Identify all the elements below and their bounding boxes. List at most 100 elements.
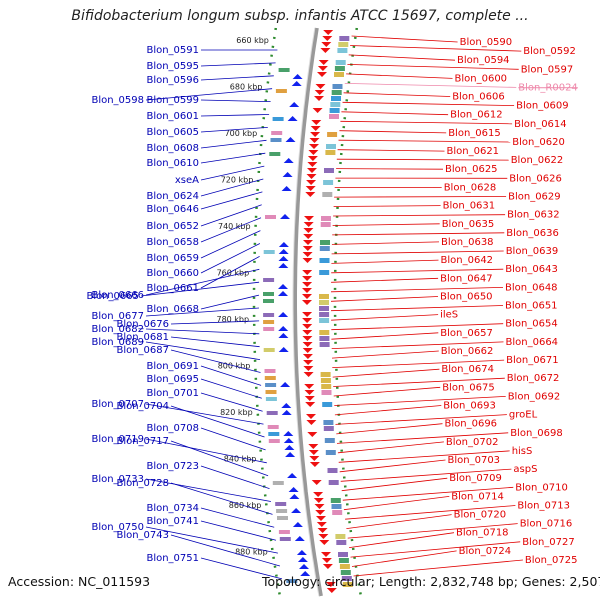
gene-label-right: Blon_0651 [505,301,558,312]
feature-block [268,439,280,443]
gene-arrow-reverse [278,256,289,261]
gene-arrow-reverse [285,137,296,142]
feature-block [341,576,352,581]
gene-arrow-forward [302,288,312,293]
gene-arrow-forward [302,318,313,323]
connector-right [333,377,505,387]
connector-right [335,414,507,425]
map-title: Bifidobacterium longum subsp. infantis A… [71,8,529,24]
connector-right [330,296,439,302]
connector-right [348,54,456,61]
gene-label-right: Blon_0626 [509,173,562,184]
connector-right [332,368,440,378]
gene-label-left: Blon_0676 [116,319,169,330]
feature-block [328,480,339,485]
feature-block [324,438,335,443]
gene-label-right: Blon_0638 [441,237,494,248]
gene-arrow-reverse [278,284,288,289]
feature-block [271,131,283,135]
feature-block [264,376,276,380]
gene-label-right: Blon_0718 [456,528,509,539]
feature-block [319,258,330,263]
connector-right [332,223,440,226]
connector-right [331,268,504,274]
connector-right [346,514,452,529]
gene-arrow-forward [322,36,333,41]
tick-label: 660 kbp [236,36,269,45]
gene-arrow-forward [310,132,321,137]
connector-right [332,232,505,236]
feature-block [332,84,343,89]
connector-left [200,392,263,412]
gene-label-right: Blon_0702 [446,437,499,448]
connector-right [340,120,513,125]
gene-label-right: Blon_0710 [515,482,568,493]
gene-label-right: Blon_0629 [508,192,561,203]
feature-block [269,152,281,156]
gene-arrow-forward [302,354,313,359]
feature-block [338,42,349,47]
gene-label-right: Blon_0709 [449,473,502,484]
connector-right [333,205,441,207]
gene-label-right: Blon_0643 [505,264,558,275]
feature-block [279,537,291,541]
feature-block [331,96,341,101]
gene-arrow-forward [302,312,313,317]
gene-label-left: Blon_0660 [146,268,199,279]
gene-label-right: Blon_0714 [451,491,504,502]
gene-label-left: Blon_0652 [146,221,199,232]
gene-arrow-reverse [282,172,293,177]
gene-arrow-forward [303,372,314,377]
gene-label-left: Blon_0608 [146,143,199,154]
feature-block [323,180,334,185]
connector-left [200,230,261,259]
feature-block [324,168,334,173]
gene-label-right: Blon_0662 [441,346,494,357]
gene-arrow-forward [308,450,319,455]
feature-block [263,327,275,331]
gene-label-right: Blon_0606 [452,92,505,103]
gene-label-right: Blon_0725 [525,555,578,566]
gene-label-left: Blon_0665 [86,291,139,302]
connector-right [351,35,458,43]
gene-label-right: Blon_0615 [448,128,501,139]
feature-block [320,240,330,245]
connector-right [347,523,518,539]
feature-block [266,411,278,415]
connector-right [331,341,504,349]
gene-arrow-forward [302,300,312,305]
connector-right [336,423,443,435]
gene-label-left: Blon_0591 [146,45,199,56]
feature-block [275,502,287,506]
gene-label-right: Blon_0620 [512,137,565,148]
gene-arrow-reverse [283,431,294,436]
gene-arrow-forward [307,168,317,173]
connector-right [331,241,440,245]
gene-label-right: Blon_0647 [440,273,493,284]
gene-arrow-reverse [287,473,298,478]
connector-right [353,559,523,577]
connector-right [331,259,439,264]
gene-arrow-forward [304,384,315,389]
gene-label-left: Blon_0691 [146,361,199,372]
gene-label-right: Blon_0672 [507,373,560,384]
feature-block [335,60,346,65]
gene-label-right: Blon_0628 [444,182,497,193]
gene-label-left: Blon_0605 [146,127,199,138]
feature-block [263,292,274,296]
gene-arrow-forward [303,222,314,227]
gene-arrow-forward [316,516,326,521]
feature-block [322,402,333,407]
topology-text: Topology: circular; Length: 2,832,748 bp… [262,574,600,589]
feature-block [325,450,336,455]
gene-arrow-forward [314,96,324,101]
gene-arrow-forward [302,324,313,329]
gene-arrow-forward [314,504,325,509]
tick-label: 860 kbp [229,501,262,510]
feature-block [325,150,336,155]
gene-arrow-forward [313,492,324,497]
connector-left [140,281,260,297]
feature-block [340,570,351,575]
gene-label-right: Blon_0698 [510,428,563,439]
